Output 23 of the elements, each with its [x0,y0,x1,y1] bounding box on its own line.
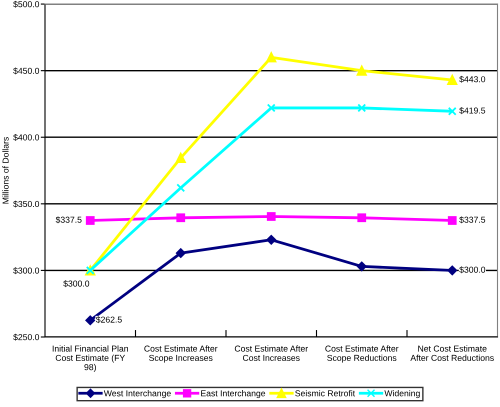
legend-label: Widening [384,390,420,398]
data-label: $419.5 [459,107,486,114]
y-tick-label: $350.0 [13,200,40,208]
y-tick-label: $250.0 [13,334,40,341]
y-tick-label: $400.0 [13,134,40,141]
data-label: $300.0 [63,280,90,288]
legend-label: West Interchange [104,390,171,398]
data-label: $337.5 [459,216,486,224]
x-tick-label: Initial Financial Plan Cost Estimate (FY 98) [52,345,128,372]
y-tick-label: $500.0 [13,0,40,8]
legend-label: East Interchange [201,390,266,398]
data-label: $300.0 [459,266,486,274]
x-tick-label: Cost Estimate After Cost Increases [234,345,308,361]
data-label: $262.5 [96,316,122,324]
y-tick-label: $450.0 [13,67,40,74]
y-tick-label: $300.0 [13,267,40,274]
x-tick-label: Net Cost Estimate After Cost Reductions [410,345,494,361]
x-tick-label: Cost Estimate After Scope Increases [144,345,218,363]
x-tick-label: Cost Estimate After Scope Reductions [325,345,398,363]
y-axis-title: Millions of Dollars [2,137,9,204]
legend-label: Seismic Retrofit [295,390,356,396]
data-label: $443.0 [459,76,486,83]
data-label: $337.5 [56,216,82,224]
